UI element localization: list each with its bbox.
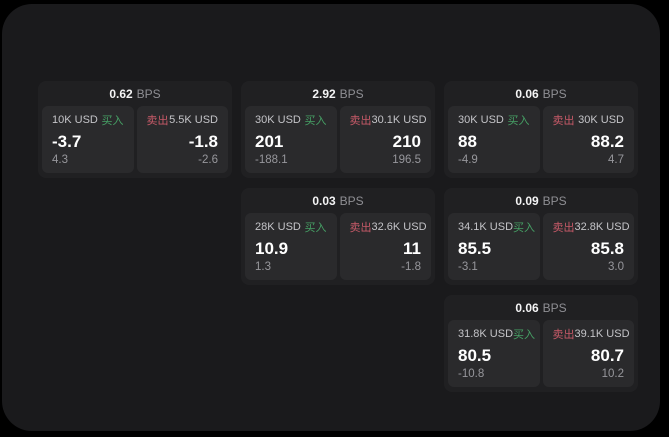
card-header: 0.09 BPS bbox=[444, 188, 638, 213]
buy-amount-label: 10K USD bbox=[52, 114, 98, 126]
quote-panels: 28K USD 买入 10.9 1.3 卖出 32.6K USD 11 -1.8 bbox=[241, 213, 435, 280]
sell-panel[interactable]: 卖出 32.6K USD 11 -1.8 bbox=[339, 213, 431, 280]
bps-value: 0.62 bbox=[109, 86, 133, 101]
sell-change-value: 196.5 bbox=[392, 153, 421, 166]
card-header: 0.06 BPS bbox=[444, 81, 638, 106]
sell-change-value: -1.8 bbox=[401, 260, 421, 273]
bps-unit-label: BPS bbox=[339, 86, 364, 101]
buy-price-value: 88 bbox=[458, 131, 477, 151]
buy-amount-label: 31.8K USD bbox=[458, 328, 514, 340]
bps-unit-label: BPS bbox=[136, 86, 161, 101]
sell-change-value: 10.2 bbox=[601, 367, 624, 380]
sell-amount-label: 5.5K USD bbox=[169, 114, 218, 126]
buy-panel[interactable]: 10K USD 买入 -3.7 4.3 bbox=[42, 106, 134, 173]
buy-amount-label: 28K USD bbox=[255, 221, 301, 233]
bps-value: 0.03 bbox=[312, 193, 336, 208]
buy-change-value: 4.3 bbox=[52, 153, 68, 166]
quote-panels: 31.8K USD 买入 80.5 -10.8 卖出 39.1K USD 80.… bbox=[444, 320, 638, 387]
sell-change-value: -2.6 bbox=[198, 153, 218, 166]
buy-panel[interactable]: 30K USD 买入 201 -188.1 bbox=[245, 106, 337, 173]
sell-change-value: 4.7 bbox=[608, 153, 624, 166]
card-header: 0.03 BPS bbox=[241, 188, 435, 213]
card-header: 0.62 BPS bbox=[38, 81, 232, 106]
sell-panel[interactable]: 卖出 39.1K USD 80.7 10.2 bbox=[542, 320, 634, 387]
buy-panel[interactable]: 34.1K USD 买入 85.5 -3.1 bbox=[448, 213, 540, 280]
sell-price-value: 80.7 bbox=[590, 345, 624, 365]
buy-panel[interactable]: 28K USD 买入 10.9 1.3 bbox=[245, 213, 337, 280]
bps-value: 0.09 bbox=[515, 193, 539, 208]
quote-card-3: 0.06 BPS 30K USD 买入 88 -4.9 卖出 bbox=[444, 81, 638, 178]
sell-side-label: 卖出 bbox=[552, 329, 575, 341]
buy-amount-label: 30K USD bbox=[458, 114, 504, 126]
buy-side-label: 买入 bbox=[101, 115, 124, 127]
sell-price-value: 210 bbox=[392, 131, 421, 151]
buy-price-value: 80.5 bbox=[458, 345, 492, 365]
sell-amount-label: 30.1K USD bbox=[371, 114, 427, 126]
sell-amount-label: 30K USD bbox=[578, 114, 624, 126]
buy-panel[interactable]: 30K USD 买入 88 -4.9 bbox=[448, 106, 540, 173]
sell-change-value: 3.0 bbox=[608, 260, 624, 273]
buy-change-value: -188.1 bbox=[255, 153, 288, 166]
quote-card-6: 0.06 BPS 31.8K USD 买入 80.5 -10.8 卖 bbox=[444, 295, 638, 392]
buy-price-value: 85.5 bbox=[458, 238, 492, 258]
buy-side-label: 买入 bbox=[513, 222, 536, 234]
sell-side-label: 卖出 bbox=[146, 115, 169, 127]
buy-price-value: 10.9 bbox=[255, 238, 289, 258]
panel-background: 0.62 BPS 10K USD 买入 -3.7 4.3 卖出 bbox=[2, 4, 660, 431]
bps-unit-label: BPS bbox=[542, 300, 567, 315]
quote-card-1: 0.62 BPS 10K USD 买入 -3.7 4.3 卖出 bbox=[38, 81, 232, 178]
buy-change-value: -10.8 bbox=[458, 367, 485, 380]
quote-card-5: 0.09 BPS 34.1K USD 买入 85.5 -3.1 卖出 bbox=[444, 188, 638, 285]
bps-unit-label: BPS bbox=[339, 193, 364, 208]
sell-price-value: 88.2 bbox=[590, 131, 624, 151]
sell-amount-label: 39.1K USD bbox=[574, 328, 630, 340]
buy-price-value: 201 bbox=[255, 131, 284, 151]
quote-panels: 30K USD 买入 201 -188.1 卖出 30.1K USD 210 1… bbox=[241, 106, 435, 173]
bps-value: 0.06 bbox=[515, 86, 539, 101]
sell-panel[interactable]: 卖出 32.8K USD 85.8 3.0 bbox=[542, 213, 634, 280]
buy-side-label: 买入 bbox=[304, 222, 327, 234]
card-header: 0.06 BPS bbox=[444, 295, 638, 320]
buy-amount-label: 30K USD bbox=[255, 114, 301, 126]
quote-card-2: 2.92 BPS 30K USD 买入 201 -188.1 卖出 bbox=[241, 81, 435, 178]
quote-card-4: 0.03 BPS 28K USD 买入 10.9 1.3 卖出 bbox=[241, 188, 435, 285]
buy-price-value: -3.7 bbox=[52, 131, 82, 151]
quote-panels: 30K USD 买入 88 -4.9 卖出 30K USD 88.2 4.7 bbox=[444, 106, 638, 173]
buy-change-value: -3.1 bbox=[458, 260, 478, 273]
buy-panel[interactable]: 31.8K USD 买入 80.5 -10.8 bbox=[448, 320, 540, 387]
sell-price-value: 85.8 bbox=[590, 238, 624, 258]
sell-amount-label: 32.8K USD bbox=[574, 221, 630, 233]
card-header: 2.92 BPS bbox=[241, 81, 435, 106]
quote-panels: 34.1K USD 买入 85.5 -3.1 卖出 32.8K USD 85.8… bbox=[444, 213, 638, 280]
quote-panels: 10K USD 买入 -3.7 4.3 卖出 5.5K USD -1.8 -2.… bbox=[38, 106, 232, 173]
buy-side-label: 买入 bbox=[304, 115, 327, 127]
sell-side-label: 卖出 bbox=[552, 222, 575, 234]
bps-unit-label: BPS bbox=[542, 193, 567, 208]
bps-value: 2.92 bbox=[312, 86, 336, 101]
sell-price-value: -1.8 bbox=[188, 131, 218, 151]
sell-side-label: 卖出 bbox=[349, 222, 372, 234]
sell-panel[interactable]: 卖出 30.1K USD 210 196.5 bbox=[339, 106, 431, 173]
buy-change-value: 1.3 bbox=[255, 260, 271, 273]
quote-card-grid: 0.62 BPS 10K USD 买入 -3.7 4.3 卖出 bbox=[38, 81, 638, 392]
sell-panel[interactable]: 卖出 30K USD 88.2 4.7 bbox=[542, 106, 634, 173]
sell-amount-label: 32.6K USD bbox=[371, 221, 427, 233]
bps-value: 0.06 bbox=[515, 300, 539, 315]
buy-change-value: -4.9 bbox=[458, 153, 478, 166]
sell-side-label: 卖出 bbox=[349, 115, 372, 127]
buy-side-label: 买入 bbox=[513, 329, 536, 341]
sell-price-value: 11 bbox=[403, 238, 421, 258]
buy-amount-label: 34.1K USD bbox=[458, 221, 514, 233]
bps-unit-label: BPS bbox=[542, 86, 567, 101]
sell-panel[interactable]: 卖出 5.5K USD -1.8 -2.6 bbox=[136, 106, 228, 173]
sell-side-label: 卖出 bbox=[552, 115, 575, 127]
buy-side-label: 买入 bbox=[507, 115, 530, 127]
